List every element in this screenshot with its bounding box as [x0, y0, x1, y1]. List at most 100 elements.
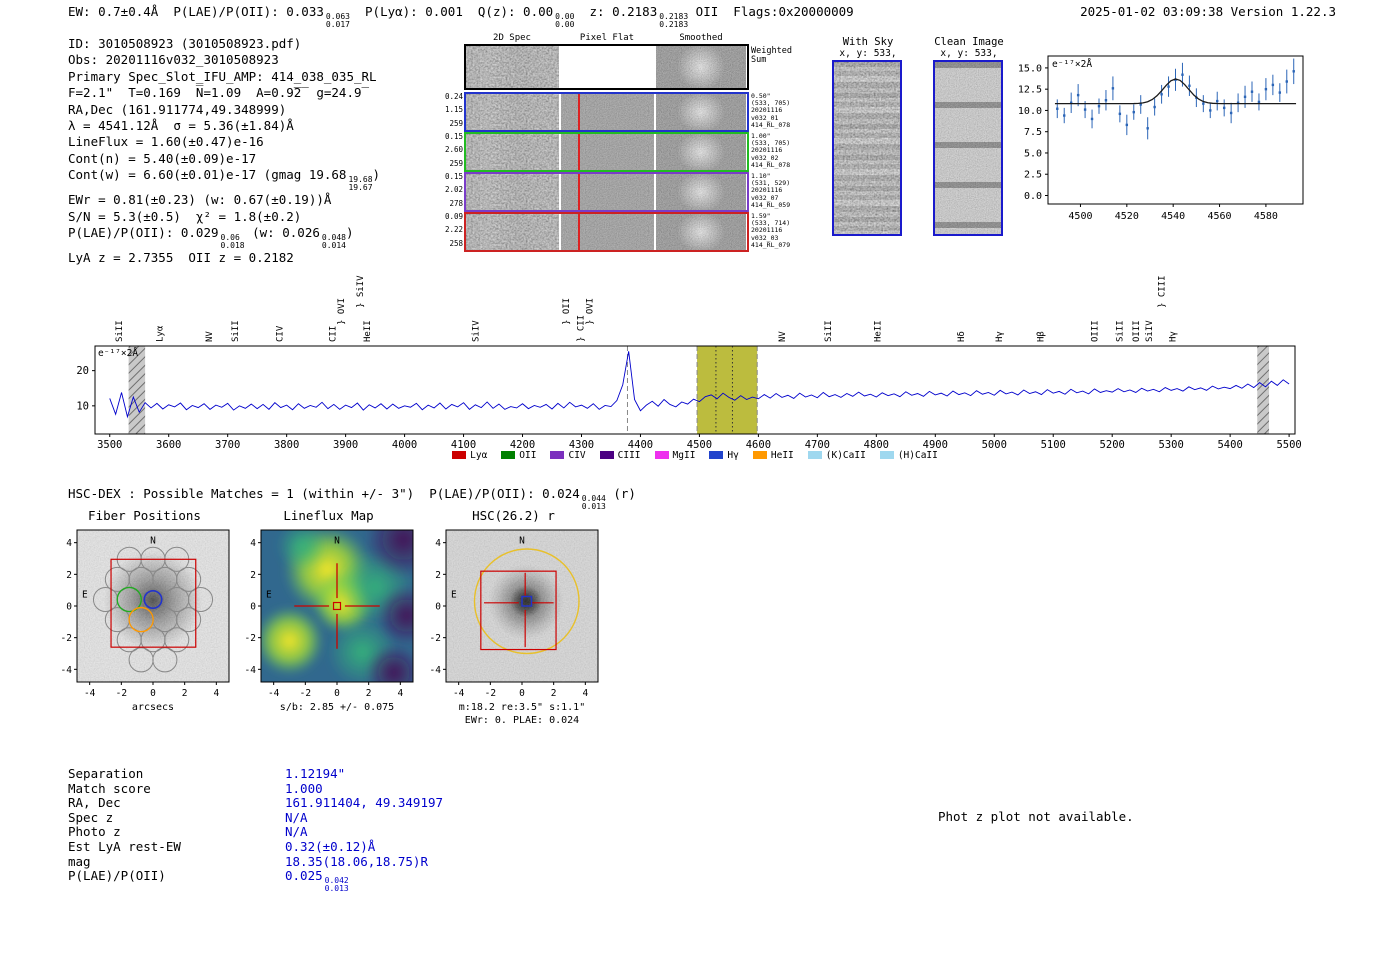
clean-image	[933, 60, 1003, 236]
match-table-row: RA, Dec161.911404, 49.349197	[68, 796, 443, 811]
smoothed-strip	[656, 94, 746, 130]
match-table-row: Separation1.12194"	[68, 767, 443, 782]
row-annotation: WeightedSum	[751, 47, 792, 65]
svg-text:2: 2	[366, 688, 372, 699]
lineflux-map-title: Lineflux Map	[231, 508, 426, 523]
svg-text:4: 4	[435, 538, 441, 549]
noise-texture	[656, 174, 746, 210]
svg-text:0.0: 0.0	[1024, 191, 1042, 202]
match-table-row: Photo zN/A	[68, 825, 443, 840]
svg-text:4800: 4800	[864, 439, 889, 451]
svg-text:3900: 3900	[333, 439, 358, 451]
svg-text:5.0: 5.0	[1024, 148, 1042, 159]
svg-text:4700: 4700	[805, 439, 830, 451]
spec2d-strip	[466, 134, 559, 170]
svg-text:0: 0	[250, 602, 256, 613]
noise-texture	[561, 174, 654, 210]
svg-text:-4: -4	[245, 665, 257, 676]
fiber-weight-label: 2.02	[445, 186, 463, 194]
stacked-uncertainty: 0.21830.2183	[659, 13, 688, 29]
match-row-value: 1.12194"	[285, 766, 345, 781]
svg-text:10.0: 10.0	[1018, 106, 1042, 117]
row-annotation: 1.00"(533, 705)20201116v032_02414_RL_078	[751, 133, 790, 169]
spectrum-svg: 1020350036003700380039004000410042004300…	[55, 268, 1335, 473]
svg-text:SiIV: SiIV	[1145, 320, 1155, 342]
svg-text:Hδ: Hδ	[957, 331, 967, 342]
svg-text:E: E	[266, 589, 272, 600]
fiber-weight-label: 278	[445, 200, 463, 208]
svg-text:-2: -2	[116, 688, 127, 699]
cutout-svg: -4-4-2-2002244NEs/b: 2.85 +/- 0.075	[231, 524, 426, 739]
svg-text:-2: -2	[61, 633, 72, 644]
svg-text:m:18.2 re:3.5" s:1.1": m:18.2 re:3.5" s:1.1"	[459, 702, 585, 713]
match-row-value: 0.0250.0420.013	[285, 868, 349, 883]
svg-text:5300: 5300	[1159, 439, 1184, 451]
svg-text:4540: 4540	[1161, 211, 1185, 222]
match-table-row: P(LAE)/P(OII)0.0250.0420.013	[68, 869, 443, 893]
timestamp-version: 2025-01-02 03:09:38 Version 1.22.3	[1080, 4, 1336, 19]
svg-text:4: 4	[250, 538, 256, 549]
svg-text:0: 0	[66, 602, 72, 613]
svg-text:SiII: SiII	[231, 320, 241, 342]
svg-text:4000: 4000	[392, 439, 417, 451]
summary-stats-line: EW: 0.7±0.4Å P(LAE)/P(OII): 0.0330.0630.…	[68, 4, 854, 29]
fiber-positions-title: Fiber Positions	[47, 508, 242, 523]
svg-text:SiII: SiII	[115, 320, 125, 342]
svg-text:0: 0	[435, 602, 441, 613]
svg-text:-4: -4	[84, 688, 96, 699]
info-line: EWr = 0.81(±0.23) (w: 0.67(±0.19))Å	[68, 192, 380, 208]
svg-text:-4: -4	[268, 688, 280, 699]
svg-text:CII: CII	[329, 326, 339, 342]
spec2d-header-pixelflat: Pixel Flat	[580, 33, 634, 43]
svg-text:4600: 4600	[746, 439, 771, 451]
stacked-uncertainty: 0.0480.014	[322, 234, 346, 250]
noise-texture	[656, 134, 746, 170]
svg-text:NV: NV	[205, 331, 215, 342]
match-table: Separation1.12194"Match score1.000RA, De…	[68, 767, 443, 893]
spec2d-strip	[466, 214, 559, 250]
fiber-marker-line	[578, 214, 580, 250]
fiber-weight-label: 0.15	[445, 173, 463, 181]
noise-texture	[656, 94, 746, 130]
stacked-uncertainty: 19.6819.67	[348, 176, 372, 192]
svg-text:EWr: 0. PLAE: 0.024: EWr: 0. PLAE: 0.024	[465, 715, 579, 726]
svg-text:4520: 4520	[1115, 211, 1139, 222]
info-line: ID: 3010508923 (3010508923.pdf)	[68, 36, 380, 52]
row-annotation: 1.59"(533, 714)20201116v032_03414_RL_079	[751, 213, 790, 249]
svg-text:N: N	[519, 535, 525, 546]
noise-texture	[834, 62, 900, 234]
spec2d-strip	[466, 46, 559, 88]
svg-text:N: N	[334, 535, 340, 546]
stacked-uncertainty: 0.000.00	[555, 13, 574, 29]
noise-texture	[466, 46, 559, 88]
match-row-value: 161.911404, 49.349197	[285, 795, 443, 810]
svg-text:2: 2	[250, 570, 256, 581]
svg-text:HeII: HeII	[874, 320, 884, 342]
spec2d-strip	[466, 94, 559, 130]
info-line: Obs: 20201116v032_3010508923	[68, 52, 380, 68]
svg-text:0: 0	[334, 688, 340, 699]
match-row-label: P(LAE)/P(OII)	[68, 869, 285, 884]
svg-text:4: 4	[397, 688, 403, 699]
match-row-value: 1.000	[285, 781, 323, 796]
noise-texture	[656, 46, 746, 88]
svg-text:e⁻¹⁷×2Å: e⁻¹⁷×2Å	[98, 347, 138, 359]
noise-texture	[561, 214, 654, 250]
svg-text:} CIII: } CIII	[1158, 275, 1168, 308]
svg-text:4400: 4400	[628, 439, 653, 451]
svg-text:4500: 4500	[687, 439, 712, 451]
noise-texture	[656, 214, 746, 250]
smoothed-strip	[656, 134, 746, 170]
spec2d-row: WeightedSum	[445, 45, 865, 89]
info-line: P(LAE)/P(OII): 0.0290.060.018 (w: 0.0260…	[68, 225, 380, 250]
svg-text:} OVI: } OVI	[586, 298, 596, 325]
svg-text:SiII: SiII	[824, 320, 834, 342]
spec2d-row: 0.152.602591.00"(533, 705)20201116v032_0…	[445, 133, 865, 171]
svg-text:5100: 5100	[1041, 439, 1066, 451]
with-sky-title: With Sky	[828, 36, 908, 48]
svg-text:5400: 5400	[1217, 439, 1242, 451]
spec2d-header-2dspec: 2D Spec	[493, 33, 531, 43]
svg-text:4500: 4500	[1068, 211, 1092, 222]
spec2d-row: 0.241.152590.50"(533, 705)20201116v032_0…	[445, 93, 865, 131]
svg-text:4: 4	[582, 688, 588, 699]
